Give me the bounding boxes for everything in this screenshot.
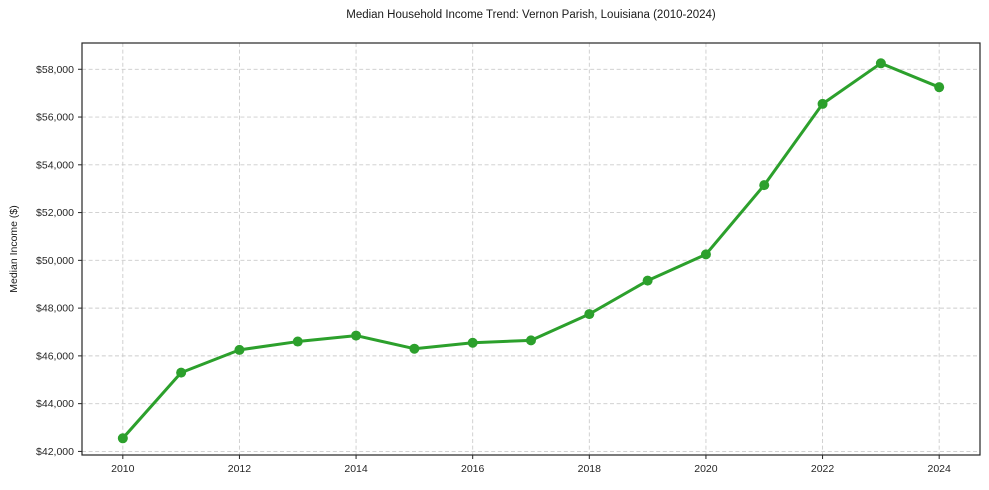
- data-point-2016: [467, 337, 478, 348]
- x-tick-label: 2014: [344, 463, 368, 475]
- data-point-2023: [875, 58, 886, 69]
- y-tick-label: $52,000: [36, 207, 74, 219]
- data-point-2012: [234, 344, 245, 355]
- plot-area: [82, 43, 980, 455]
- x-tick-label: 2024: [928, 463, 952, 475]
- x-tick-label: 2018: [578, 463, 602, 475]
- data-point-2019: [642, 275, 653, 286]
- data-point-2024: [934, 82, 945, 93]
- data-point-2011: [176, 367, 187, 378]
- x-tick-label: 2022: [811, 463, 835, 475]
- data-point-2014: [351, 330, 362, 341]
- x-tick-label: 2010: [111, 463, 135, 475]
- data-point-2018: [584, 309, 595, 320]
- y-tick-label: $58,000: [36, 64, 74, 76]
- data-point-2022: [817, 98, 828, 109]
- data-point-2017: [526, 335, 536, 346]
- x-tick-label: 2020: [694, 463, 718, 475]
- data-point-2015: [409, 343, 420, 354]
- y-tick-label: $50,000: [36, 255, 74, 267]
- plot-frame: [81, 42, 981, 456]
- data-point-2013: [292, 336, 303, 347]
- chart-title: Median Household Income Trend: Vernon Pa…: [346, 9, 716, 21]
- data-point-2021: [759, 180, 770, 191]
- y-tick-label: $42,000: [36, 446, 74, 458]
- y-tick-label: $54,000: [36, 159, 74, 171]
- y-tick-label: $48,000: [36, 303, 74, 315]
- x-tick-label: 2012: [228, 463, 252, 475]
- y-tick-label: $46,000: [36, 350, 74, 362]
- data-point-2010: [117, 433, 128, 444]
- x-tick-label: 2016: [461, 463, 485, 475]
- y-tick-label: $56,000: [36, 112, 74, 124]
- y-tick-label: $44,000: [36, 398, 74, 410]
- data-point-2020: [700, 249, 711, 260]
